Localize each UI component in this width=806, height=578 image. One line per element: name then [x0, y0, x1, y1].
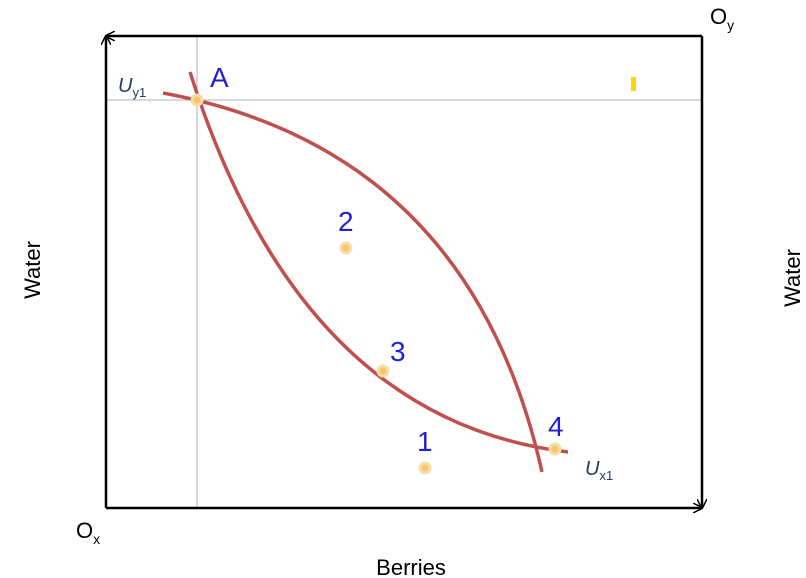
point-2-label: 2 — [338, 206, 354, 237]
ux1-curve — [188, 71, 569, 454]
point-1-label: 1 — [417, 426, 433, 457]
y-axis-label-left: Water — [20, 241, 45, 299]
uy1-curve-label: Uy1 — [118, 75, 146, 100]
point-2 — [339, 241, 353, 255]
point-3 — [376, 364, 390, 378]
yellow-marker — [631, 77, 636, 91]
point-a — [190, 93, 204, 107]
y-axis-label-right: Water — [780, 249, 805, 307]
point-4 — [548, 442, 562, 456]
point-a-label: A — [210, 62, 229, 93]
x-axis-label: Berries — [376, 555, 446, 578]
origin-y-label: Oy — [710, 4, 734, 33]
point-4-label: 4 — [548, 411, 564, 442]
ux1-curve-label: Ux1 — [585, 458, 613, 483]
uy1-curve — [162, 91, 544, 473]
origin-x-label: Ox — [76, 518, 100, 547]
point-1 — [418, 461, 432, 475]
point-3-label: 3 — [390, 336, 406, 367]
